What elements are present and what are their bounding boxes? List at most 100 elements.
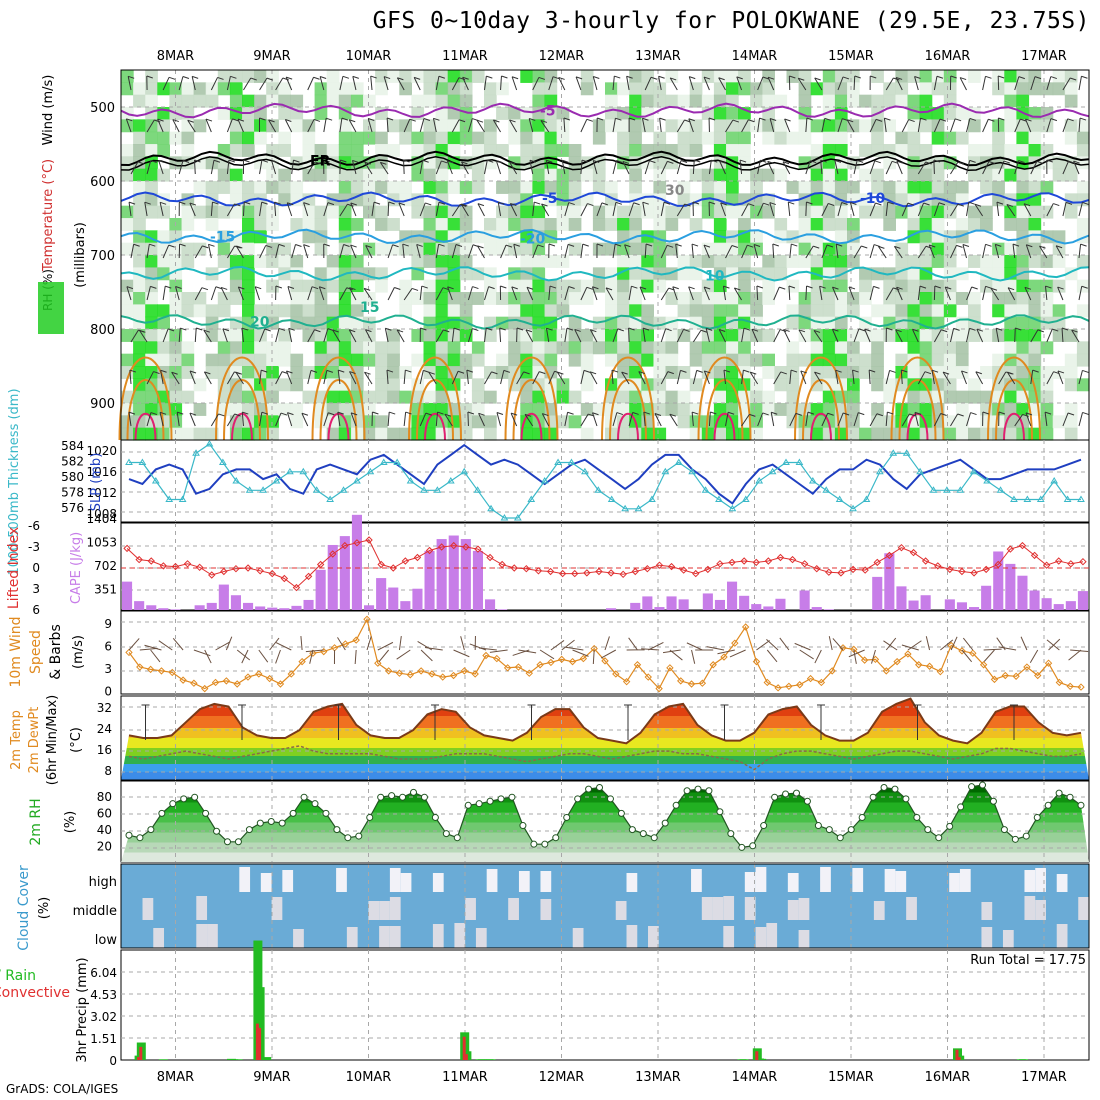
rh-cell: [629, 255, 642, 268]
wind-barb: [314, 329, 321, 333]
2m-rh-marker: [1011, 835, 1019, 843]
rh-cell: [242, 181, 255, 194]
wind-barb: [472, 286, 479, 290]
rh-cell: [834, 131, 848, 145]
rh-cell: [484, 131, 497, 145]
wind-barb: [998, 411, 1006, 415]
wind-barb: [875, 202, 882, 206]
wind-speed-marker: [352, 636, 360, 644]
rh-cell: [883, 378, 896, 392]
wind-barb: [901, 369, 908, 373]
rh-cell: [375, 427, 388, 441]
rh-cell: [423, 181, 437, 194]
rh-cell: [617, 341, 630, 355]
rh-cell: [774, 255, 788, 268]
wind-barb: [1079, 117, 1087, 121]
rh-cell: [266, 378, 279, 392]
wind-barb: [753, 243, 761, 247]
cloud-cover-cell: [701, 897, 713, 920]
rh-band: [121, 802, 1089, 813]
rh-cell: [350, 218, 364, 231]
rh-cell: [145, 205, 158, 219]
cape-bar: [146, 605, 157, 610]
wind-barb: [684, 203, 691, 207]
isotherm-label: 10: [705, 269, 725, 285]
rh-cell: [363, 292, 376, 305]
wind-barb: [466, 369, 473, 373]
wind-barb: [435, 412, 438, 427]
rh-cell: [229, 255, 243, 268]
rh-cell: [834, 94, 848, 108]
rh-cell: [592, 181, 606, 194]
cloud-cover-grid: [175, 864, 1045, 948]
rh-cell: [229, 329, 243, 342]
2m-temp-line: [128, 697, 1082, 745]
rh-cell: [907, 304, 921, 318]
rh-cell: [254, 119, 267, 133]
wind-barb: [874, 160, 881, 164]
rh-cell: [326, 390, 340, 404]
wind-barb: [371, 202, 375, 217]
10m-wind-barb: [729, 649, 746, 658]
wind-barb: [933, 329, 942, 343]
wind-barb: [805, 412, 809, 427]
wind-barb: [1014, 414, 1024, 427]
rh-cell: [133, 131, 146, 145]
wind-barb: [725, 119, 734, 133]
temp-units-label: (°C): [69, 727, 84, 753]
rh-cell: [701, 181, 715, 194]
rh-cell: [629, 94, 642, 108]
rh-cell: [121, 329, 134, 342]
2m-temp-tick-label: 24: [97, 722, 112, 736]
10m-wind-barb: [512, 649, 530, 656]
wind-barb: [398, 202, 406, 206]
rh-cell: [701, 304, 715, 318]
rh-cell: [810, 119, 824, 133]
cape-bar: [956, 602, 967, 610]
10m-wind-barb: [962, 637, 974, 651]
rh-cell: [992, 144, 1005, 157]
wind-barb: [167, 328, 175, 332]
rh-cell: [1040, 378, 1054, 392]
wind-speed-marker: [255, 670, 263, 678]
wind-barb: [259, 412, 263, 427]
10m-wind-barb: [354, 649, 357, 665]
wind-barb: [720, 202, 726, 217]
wind-barb: [1078, 202, 1083, 217]
rh-cell: [883, 205, 896, 219]
lifted-index-marker: [1042, 561, 1051, 569]
rh-cell: [229, 144, 243, 157]
rh-cell: [484, 366, 497, 379]
rh-cell: [955, 292, 969, 305]
wind-barb: [539, 371, 546, 375]
wind-barb: [928, 244, 935, 259]
wind-speed-marker: [860, 656, 869, 664]
rh-cell: [701, 353, 715, 367]
rh-cell: [423, 304, 437, 318]
rh-cell: [750, 378, 763, 392]
rh-cell: [314, 94, 328, 108]
wind-barb: [261, 201, 268, 205]
2m-rh-marker: [924, 826, 932, 834]
wind-barb: [498, 201, 505, 205]
cloud-cover-cell: [1024, 870, 1036, 892]
thickness-grid: [121, 440, 1089, 522]
wind-barb: [642, 117, 649, 121]
rh-cell: [871, 341, 884, 355]
wind-barb: [235, 371, 244, 385]
rh-cell: [726, 168, 739, 182]
wind-barb: [220, 287, 228, 301]
rh-cell: [653, 218, 667, 231]
rh-cell: [423, 82, 437, 96]
cape-bar: [230, 595, 241, 610]
wind-barb: [824, 117, 831, 121]
rh-cell: [968, 255, 981, 268]
rh-cell: [968, 390, 981, 404]
rh-cell: [810, 205, 824, 219]
wind-barb: [548, 286, 551, 301]
wind-barb: [435, 244, 440, 259]
cloud-cover-cell: [432, 924, 444, 948]
10m-wind-barb: [717, 649, 735, 655]
isotherm-label: FR: [310, 153, 331, 169]
wind-barb: [950, 413, 959, 427]
